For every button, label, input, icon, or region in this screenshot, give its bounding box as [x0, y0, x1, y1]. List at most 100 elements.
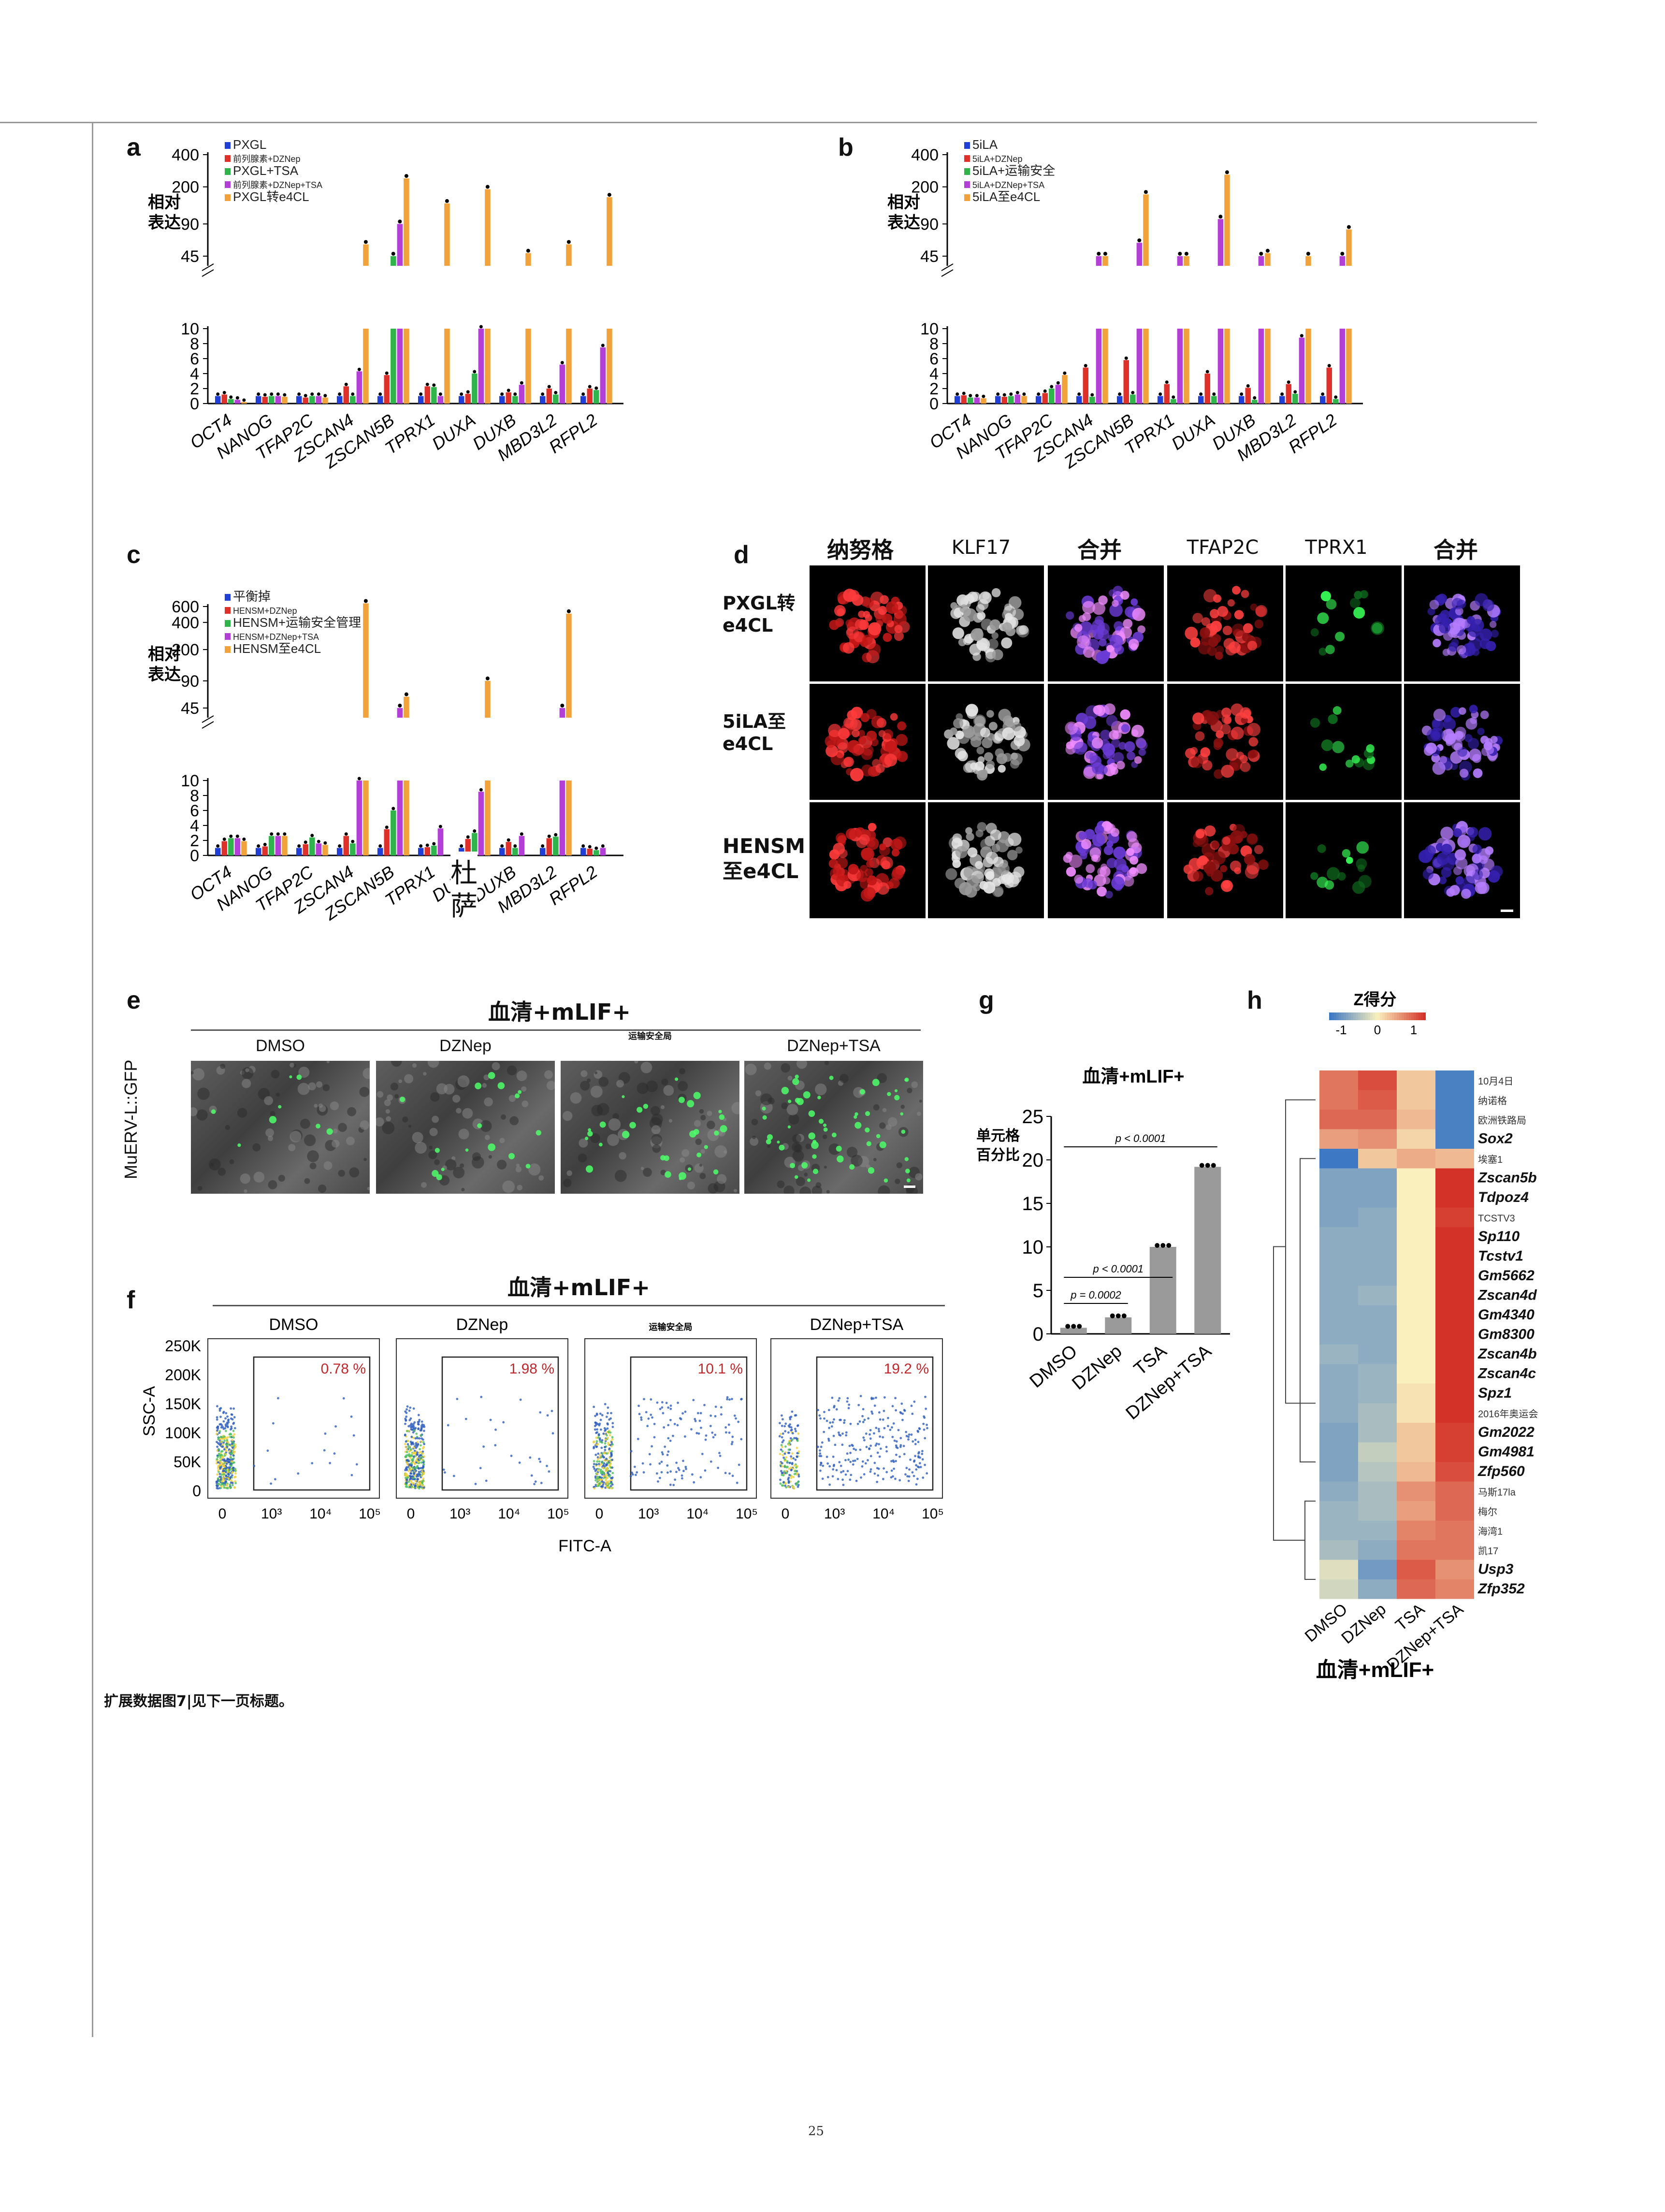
cell-texture [570, 1092, 582, 1104]
bar-upper-segment [607, 197, 612, 266]
event-dot [786, 1460, 789, 1463]
cell-texture [566, 1170, 573, 1176]
data-point [1199, 392, 1203, 396]
event-dot [875, 1442, 878, 1445]
event-dot [629, 1475, 632, 1477]
event-dot [924, 1463, 926, 1466]
event-dot [909, 1459, 912, 1461]
bar [1239, 396, 1245, 404]
cell-texture [452, 1095, 461, 1103]
heatmap-cell [1319, 1540, 1358, 1560]
cell-nucleus [1438, 876, 1447, 884]
cell-nucleus [1475, 633, 1484, 642]
event-dot [843, 1419, 846, 1422]
event-dot [611, 1472, 614, 1475]
event-dot [494, 1444, 497, 1446]
data-point [438, 824, 442, 828]
cell-nucleus [975, 861, 983, 869]
event-dot [780, 1432, 782, 1435]
data-point [1063, 371, 1067, 375]
event-dot [879, 1418, 882, 1421]
event-dot [452, 1475, 455, 1477]
heatmap-cell [1358, 1423, 1397, 1443]
cell-nucleus [890, 713, 898, 721]
bar [580, 396, 586, 404]
bar [404, 329, 409, 404]
heatmap-cell [1397, 1345, 1435, 1364]
z-score-gradient [1382, 1012, 1385, 1020]
legend-swatch [225, 155, 231, 162]
axis-break-mark [202, 715, 214, 729]
event-dot [601, 1452, 604, 1455]
event-dot [878, 1411, 881, 1414]
heatmap-column-label: DZNep [1338, 1600, 1390, 1648]
event-dot [795, 1430, 797, 1432]
cell-nucleus [1132, 607, 1145, 621]
cell-texture [394, 1094, 399, 1099]
event-dot [217, 1485, 219, 1487]
gene-label: Zscan4d [1477, 1287, 1537, 1303]
cell-nucleus [863, 887, 876, 899]
event-dot [849, 1460, 852, 1463]
heatmap-cell [1397, 1423, 1435, 1443]
cell-nucleus [1103, 845, 1114, 855]
bar [356, 371, 362, 404]
cell-nucleus [1134, 756, 1142, 764]
event-dot [675, 1471, 678, 1474]
event-dot [891, 1435, 894, 1438]
event-dot [593, 1405, 595, 1408]
heatmap-cell [1358, 1345, 1397, 1364]
cell-texture [271, 1070, 280, 1079]
cell-nucleus [989, 619, 1001, 631]
event-dot [408, 1419, 411, 1421]
bar [465, 839, 471, 855]
bar [363, 329, 369, 404]
cell-texture [879, 1122, 886, 1129]
cell-nucleus [1138, 748, 1146, 756]
cell-nucleus [1138, 740, 1148, 751]
data-point [1253, 396, 1257, 400]
event-dot [224, 1425, 227, 1428]
event-dot [926, 1423, 928, 1426]
cell-nucleus [1098, 595, 1108, 605]
data-point [344, 832, 348, 836]
heatmap-cell [1397, 1305, 1435, 1325]
bar-upper-segment [404, 696, 409, 718]
heatmap-cell [1319, 1384, 1358, 1403]
data-point [479, 325, 483, 329]
cell-nucleus [1321, 739, 1333, 752]
event-dot [223, 1454, 226, 1457]
data-point [500, 392, 504, 396]
cell-texture [421, 1182, 427, 1188]
legend-swatch [964, 142, 970, 149]
cell-nucleus [1319, 763, 1327, 771]
bar [1320, 396, 1326, 404]
bar [472, 374, 478, 404]
event-dot [408, 1450, 411, 1453]
event-dot [409, 1448, 412, 1450]
cell-texture [253, 1171, 265, 1183]
cell-texture [700, 1114, 706, 1121]
heatmap-cell [1358, 1266, 1397, 1286]
heatmap-cell [1397, 1364, 1435, 1384]
bar [1279, 396, 1285, 404]
event-dot [417, 1427, 420, 1430]
z-score-gradient [1421, 1012, 1423, 1020]
heatmap-cell [1319, 1345, 1358, 1364]
gene-label: Zfp352 [1477, 1581, 1525, 1597]
gfp-spot [585, 1136, 589, 1141]
gfp-spot [269, 1116, 277, 1124]
data-point [500, 844, 504, 848]
event-dot [636, 1471, 638, 1474]
event-dot [610, 1412, 612, 1415]
gfp-spot [665, 1171, 671, 1178]
data-point [242, 838, 246, 841]
cell-nucleus [1234, 610, 1244, 620]
event-dot [413, 1429, 416, 1432]
data-point [560, 704, 565, 708]
event-dot [790, 1468, 793, 1471]
event-dot [606, 1486, 609, 1489]
bar [553, 394, 559, 404]
event-dot [597, 1479, 600, 1482]
bar [309, 837, 315, 855]
